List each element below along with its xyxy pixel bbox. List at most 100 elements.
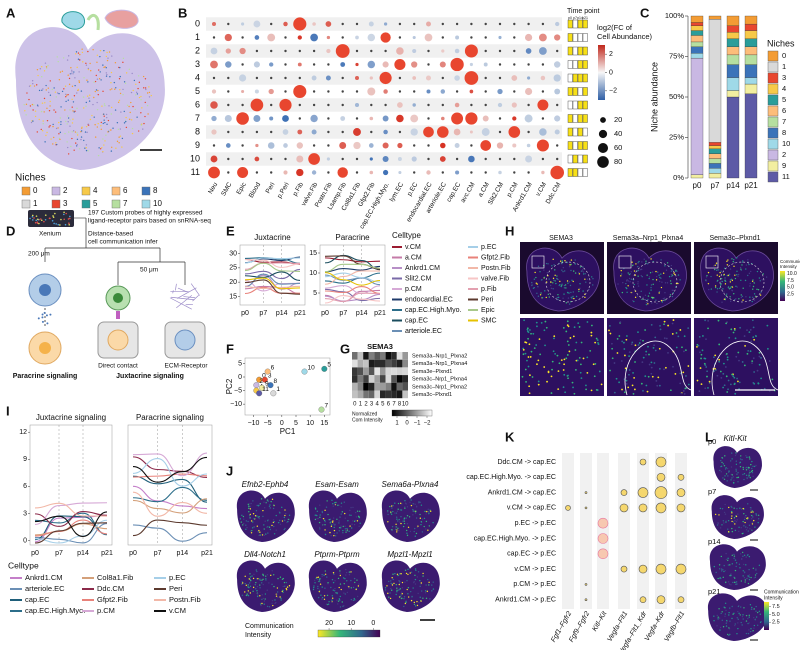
speckle (339, 583, 342, 585)
speckle (338, 520, 340, 522)
heat-cell (368, 352, 375, 360)
speckle (724, 297, 727, 299)
speckle (395, 516, 398, 518)
speckle (334, 524, 336, 527)
speckle (728, 634, 730, 637)
speckle (714, 264, 716, 266)
speckle (649, 272, 652, 274)
speckle (263, 528, 265, 530)
speckle (85, 147, 87, 149)
speckle (566, 340, 569, 343)
speckle (57, 127, 59, 129)
speckle (750, 270, 752, 273)
y-tick-label: 75% (669, 51, 684, 60)
speckle (318, 590, 321, 593)
speckle (248, 515, 251, 517)
curve (132, 475, 208, 503)
dot (369, 170, 374, 175)
speckle (36, 68, 39, 71)
speckle (622, 281, 624, 284)
speckle (398, 529, 400, 532)
dot (298, 117, 301, 120)
speckle (647, 303, 649, 305)
speckle (260, 498, 263, 500)
legend-label: Peri (481, 296, 494, 303)
speckle (63, 213, 65, 216)
speckle (637, 281, 639, 283)
speckle (671, 274, 674, 276)
curve (34, 511, 108, 537)
speckle (324, 521, 326, 523)
speckle (753, 627, 755, 629)
row-label: p.CM -> p.EC (513, 581, 556, 588)
speckle (726, 353, 728, 355)
bar-segment (708, 163, 722, 169)
speckle (279, 523, 282, 526)
colorbar-tick-label: 5.0 (772, 612, 780, 618)
dot (412, 48, 417, 54)
speckle (52, 216, 55, 219)
dot (584, 491, 588, 494)
dot (208, 166, 220, 179)
speckle (28, 98, 30, 101)
speckle (748, 456, 751, 458)
speckle (355, 516, 358, 518)
speckle (250, 532, 253, 534)
tissue (381, 490, 440, 542)
speckle (750, 518, 753, 520)
speckle (747, 632, 750, 635)
speckle (100, 121, 103, 124)
speckle (737, 351, 740, 354)
speckle (271, 602, 273, 604)
speckle (723, 606, 725, 608)
bar-segment (726, 38, 740, 47)
speckle (86, 79, 88, 81)
dot (379, 71, 392, 85)
speckle (283, 528, 286, 531)
plot-frame (319, 244, 386, 306)
speckle (754, 526, 756, 528)
speckle (677, 282, 679, 285)
speckle (318, 589, 321, 592)
speckle (670, 270, 673, 272)
speckle (324, 573, 327, 576)
speckle (282, 589, 284, 592)
row-label: p.EC -> p.EC (515, 520, 556, 527)
speckle (746, 456, 748, 459)
speckle (727, 388, 729, 391)
dot (367, 60, 376, 69)
speckle (729, 460, 732, 462)
speckle (76, 107, 78, 110)
speckle (743, 525, 745, 527)
speckle (119, 128, 122, 130)
speckle (736, 519, 738, 521)
speckle (563, 358, 566, 361)
legend-title: Celltype (8, 560, 39, 570)
speckle (331, 599, 333, 601)
curve (324, 272, 381, 283)
speckle (41, 76, 43, 78)
panel-label: D (6, 223, 15, 238)
speckle (138, 96, 141, 99)
curve (244, 277, 301, 290)
row-label: 3 (195, 59, 200, 69)
speckle (736, 257, 738, 259)
speckle (717, 577, 719, 580)
point-label: 8 (274, 378, 278, 385)
speckle (354, 599, 356, 601)
speckle (342, 577, 345, 579)
dot (413, 90, 416, 93)
speckle (745, 526, 747, 528)
speckle (637, 265, 639, 268)
speckle (417, 571, 420, 573)
y-tick-label: 15 (309, 250, 317, 257)
speckle (551, 368, 553, 371)
speckle (638, 260, 640, 263)
speckle (556, 275, 558, 277)
speckle (31, 214, 34, 217)
panel-label: F (226, 341, 234, 356)
speckle (242, 515, 245, 518)
speckle (699, 351, 701, 354)
speckle (56, 143, 58, 146)
speckle (123, 122, 126, 124)
